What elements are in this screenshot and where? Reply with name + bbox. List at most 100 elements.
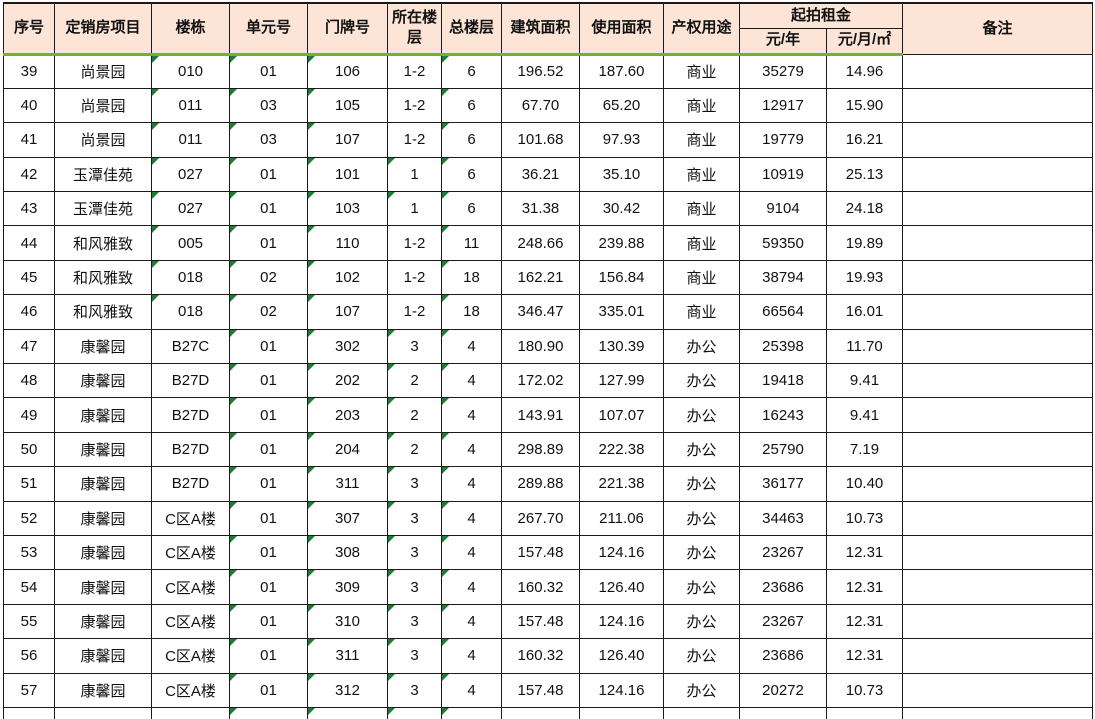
cell-building[interactable]: B27D <box>151 397 230 433</box>
cell-remark[interactable] <box>902 431 1094 468</box>
cell-use_area[interactable]: 127.99 <box>579 363 664 399</box>
cell-door[interactable]: 312 <box>307 672 388 708</box>
cell-seq[interactable]: 55 <box>3 603 55 640</box>
cell-seq[interactable]: 57 <box>3 672 55 708</box>
cell-floor[interactable]: 1-2 <box>387 53 442 89</box>
cell-remark[interactable] <box>902 534 1094 571</box>
cell-floor[interactable]: 3 <box>387 328 442 365</box>
cell-floor[interactable]: 3 <box>387 638 442 674</box>
col-header-rent-group[interactable]: 起拍租金 <box>738 2 904 29</box>
cell-door[interactable]: 107 <box>307 122 388 158</box>
cell-remark[interactable] <box>902 122 1094 158</box>
cell-floor[interactable]: 2 <box>387 431 442 468</box>
cell-rent_year[interactable]: 16243 <box>739 397 827 433</box>
cell-rent_month[interactable]: 12.31 <box>825 638 904 674</box>
cell-project[interactable]: 康馨园 <box>54 397 152 433</box>
cell-seq[interactable]: 50 <box>3 431 55 468</box>
col-header-rent-per-month[interactable]: 元/月/㎡ <box>825 27 904 56</box>
cell-floor[interactable]: 2 <box>387 363 442 399</box>
cell-building[interactable]: C区A楼 <box>151 534 230 571</box>
cell-remark[interactable] <box>902 156 1094 193</box>
cell-building[interactable]: 018 <box>151 294 230 330</box>
cell-project[interactable]: 康馨园 <box>54 328 152 365</box>
cell-building[interactable]: B27C <box>151 328 230 365</box>
cell-remark[interactable] <box>902 363 1094 399</box>
cell-rent_year[interactable]: 25398 <box>739 328 827 365</box>
cell-total_floors[interactable]: 18 <box>441 259 502 296</box>
cell-use_area[interactable]: 222.38 <box>579 431 664 468</box>
cell-total_floors[interactable]: 6 <box>441 122 502 158</box>
cell-seq[interactable]: 44 <box>3 225 55 261</box>
cell-seq[interactable]: 56 <box>3 638 55 674</box>
cell-use_area[interactable]: 65.20 <box>579 87 664 124</box>
cell-unit[interactable]: 01 <box>229 156 308 193</box>
cell-total_floors[interactable]: 4 <box>441 500 502 536</box>
cell-seq[interactable] <box>3 706 55 719</box>
cell-seq[interactable]: 46 <box>3 294 55 330</box>
cell-seq[interactable]: 43 <box>3 191 55 227</box>
cell-floor[interactable] <box>387 706 442 719</box>
cell-rent_month[interactable]: 10.73 <box>825 500 904 536</box>
cell-seq[interactable]: 49 <box>3 397 55 433</box>
cell-usage[interactable]: 商业 <box>663 191 740 227</box>
cell-use_area[interactable]: 30.42 <box>579 191 664 227</box>
cell-use_area[interactable]: 124.16 <box>579 672 664 708</box>
cell-rent_month[interactable]: 25.13 <box>825 156 904 193</box>
cell-floor[interactable]: 3 <box>387 466 442 502</box>
cell-total_floors[interactable]: 4 <box>441 569 502 605</box>
cell-unit[interactable]: 01 <box>229 672 308 708</box>
cell-building[interactable]: 027 <box>151 156 230 193</box>
cell-rent_year[interactable]: 20272 <box>739 672 827 708</box>
cell-total_floors[interactable]: 6 <box>441 87 502 124</box>
col-header-rent-per-year[interactable]: 元/年 <box>739 27 827 56</box>
cell-rent_month[interactable]: 14.96 <box>825 53 904 89</box>
cell-project[interactable]: 康馨园 <box>54 431 152 468</box>
cell-floor[interactable]: 1-2 <box>387 294 442 330</box>
cell-floor[interactable]: 3 <box>387 672 442 708</box>
cell-remark[interactable] <box>902 638 1094 674</box>
cell-door[interactable]: 101 <box>307 156 388 193</box>
cell-building[interactable]: B27D <box>151 466 230 502</box>
cell-project[interactable]: 尚景园 <box>54 87 152 124</box>
cell-total_floors[interactable]: 4 <box>441 466 502 502</box>
cell-build_area[interactable]: 101.68 <box>501 122 580 158</box>
cell-rent_month[interactable]: 16.21 <box>825 122 904 158</box>
cell-use_area[interactable]: 156.84 <box>579 259 664 296</box>
cell-door[interactable]: 310 <box>307 603 388 640</box>
cell-floor[interactable]: 1-2 <box>387 225 442 261</box>
cell-building[interactable]: B27D <box>151 431 230 468</box>
cell-rent_year[interactable]: 25790 <box>739 431 827 468</box>
cell-rent_month[interactable]: 11.70 <box>825 328 904 365</box>
cell-floor[interactable]: 3 <box>387 603 442 640</box>
cell-remark[interactable] <box>902 225 1094 261</box>
cell-seq[interactable]: 54 <box>3 569 55 605</box>
cell-remark[interactable] <box>902 397 1094 433</box>
cell-floor[interactable]: 3 <box>387 534 442 571</box>
cell-total_floors[interactable]: 6 <box>441 53 502 89</box>
cell-total_floors[interactable]: 4 <box>441 638 502 674</box>
cell-rent_year[interactable]: 34463 <box>739 500 827 536</box>
cell-build_area[interactable]: 180.90 <box>501 328 580 365</box>
cell-unit[interactable]: 01 <box>229 53 308 89</box>
cell-rent_year[interactable]: 19779 <box>739 122 827 158</box>
cell-remark[interactable] <box>902 87 1094 124</box>
cell-door[interactable] <box>307 706 388 719</box>
cell-rent_month[interactable]: 12.31 <box>825 534 904 571</box>
cell-unit[interactable]: 01 <box>229 397 308 433</box>
cell-unit[interactable]: 01 <box>229 328 308 365</box>
cell-door[interactable]: 302 <box>307 328 388 365</box>
cell-unit[interactable]: 02 <box>229 294 308 330</box>
cell-rent_month[interactable] <box>825 706 904 719</box>
cell-seq[interactable]: 48 <box>3 363 55 399</box>
cell-seq[interactable]: 52 <box>3 500 55 536</box>
cell-project[interactable]: 康馨园 <box>54 638 152 674</box>
col-header-usage[interactable]: 产权用途 <box>663 2 740 56</box>
cell-rent_month[interactable]: 19.93 <box>825 259 904 296</box>
cell-project[interactable]: 尚景园 <box>54 122 152 158</box>
cell-remark[interactable] <box>902 259 1094 296</box>
cell-usage[interactable]: 办公 <box>663 569 740 605</box>
cell-use_area[interactable]: 107.07 <box>579 397 664 433</box>
cell-seq[interactable]: 45 <box>3 259 55 296</box>
cell-usage[interactable]: 办公 <box>663 603 740 640</box>
col-header-remark[interactable]: 备注 <box>902 2 1094 55</box>
